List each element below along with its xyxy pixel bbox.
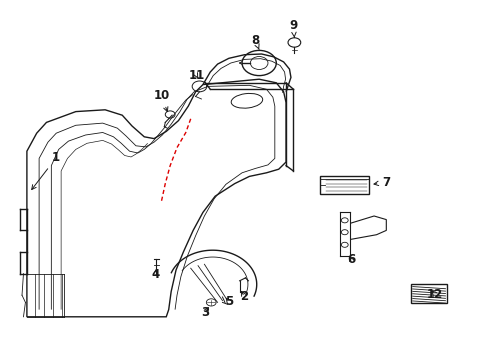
Text: 11: 11 xyxy=(188,69,204,82)
Text: 3: 3 xyxy=(201,306,209,319)
Text: 8: 8 xyxy=(251,34,259,50)
Text: 10: 10 xyxy=(153,89,169,112)
Text: 9: 9 xyxy=(289,19,297,37)
Bar xyxy=(320,176,368,194)
Text: 7: 7 xyxy=(373,176,389,189)
Bar xyxy=(410,284,447,303)
Text: 1: 1 xyxy=(32,151,60,189)
Text: 12: 12 xyxy=(426,288,443,301)
Text: 4: 4 xyxy=(151,268,159,281)
Text: 5: 5 xyxy=(224,295,232,308)
Text: 6: 6 xyxy=(346,253,354,266)
Text: 2: 2 xyxy=(240,291,248,303)
